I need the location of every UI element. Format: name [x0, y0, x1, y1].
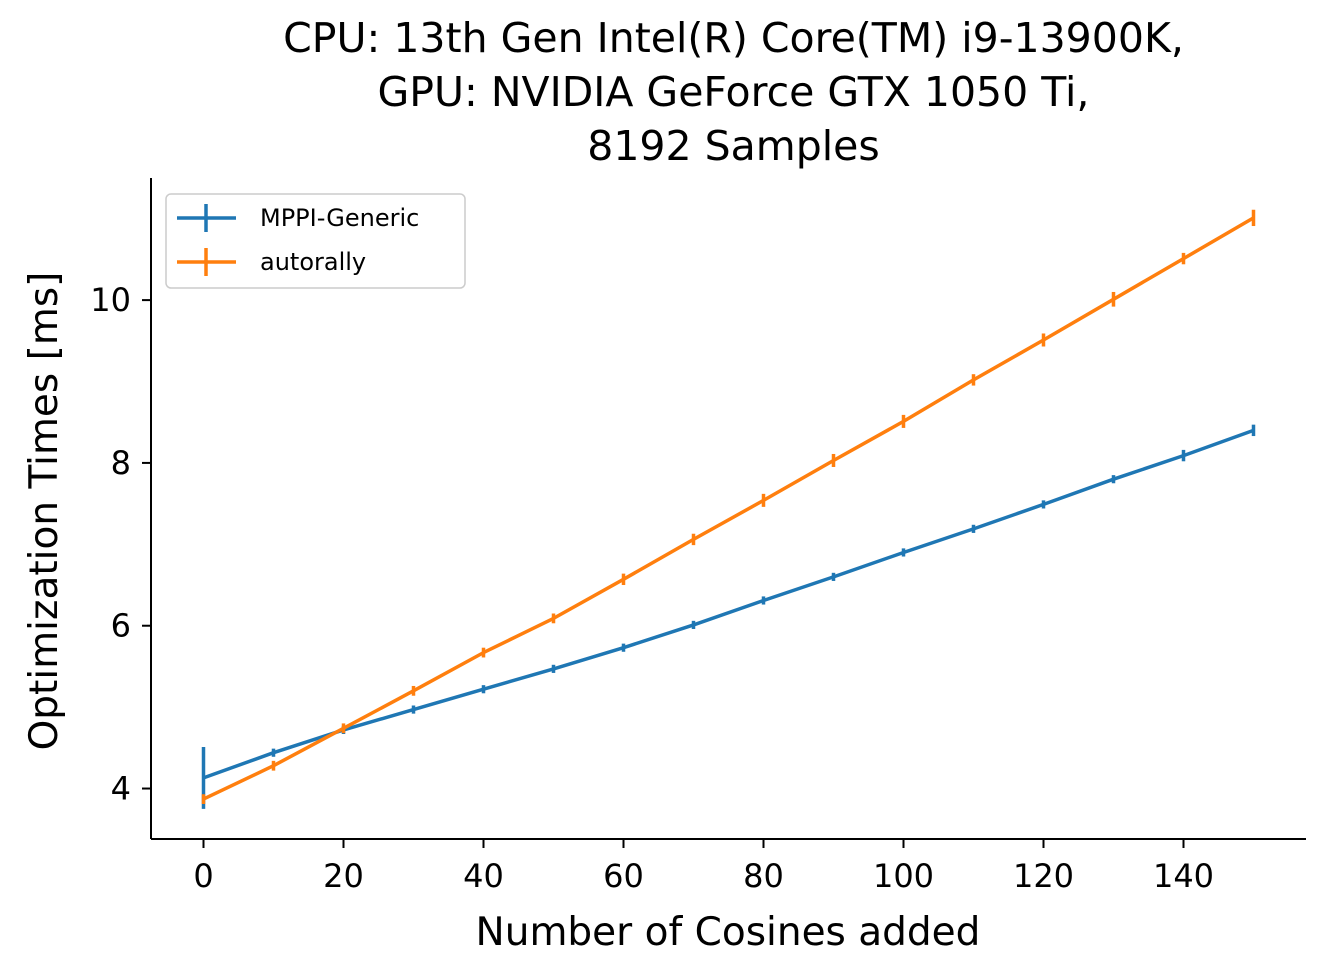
x-tick-label: 120: [1013, 857, 1074, 895]
y-tick-label: 8: [111, 444, 131, 482]
x-tick-label: 100: [873, 857, 934, 895]
series-line: [202, 428, 1255, 780]
x-tick-label: 20: [323, 857, 364, 895]
legend: MPPI-Generic autorally: [165, 193, 466, 289]
x-tick-label: 40: [463, 857, 504, 895]
y-tick-label: 10: [90, 281, 131, 319]
x-tick-label: 80: [743, 857, 784, 895]
x-tick-label: 60: [603, 857, 644, 895]
y-axis-label: Optimization Times [ms]: [22, 272, 67, 751]
y-tick-label: 4: [111, 770, 131, 808]
series-lines: [201, 209, 1256, 809]
series-autorally: [201, 209, 1256, 804]
series-line: [202, 216, 1255, 801]
x-tick-label: 140: [1153, 857, 1214, 895]
axes: 0 20 40 60 80 100 120 140 4 6 8 10: [90, 178, 1306, 895]
x-tick-label: 0: [193, 857, 213, 895]
chart-title-line-1: CPU: 13th Gen Intel(R) Core(TM) i9-13900…: [283, 14, 1184, 62]
legend-entry-label: autorally: [260, 248, 366, 276]
chart-title-line-3: 8192 Samples: [587, 122, 880, 170]
legend-entry-label: MPPI-Generic: [260, 204, 419, 232]
y-tick-label: 6: [111, 607, 131, 645]
chart-title-line-2: GPU: NVIDIA GeForce GTX 1050 Ti,: [377, 68, 1090, 116]
series-mppi-generic: [201, 424, 1256, 809]
x-axis-label: Number of Cosines added: [476, 910, 981, 955]
legend-box: [165, 193, 466, 289]
